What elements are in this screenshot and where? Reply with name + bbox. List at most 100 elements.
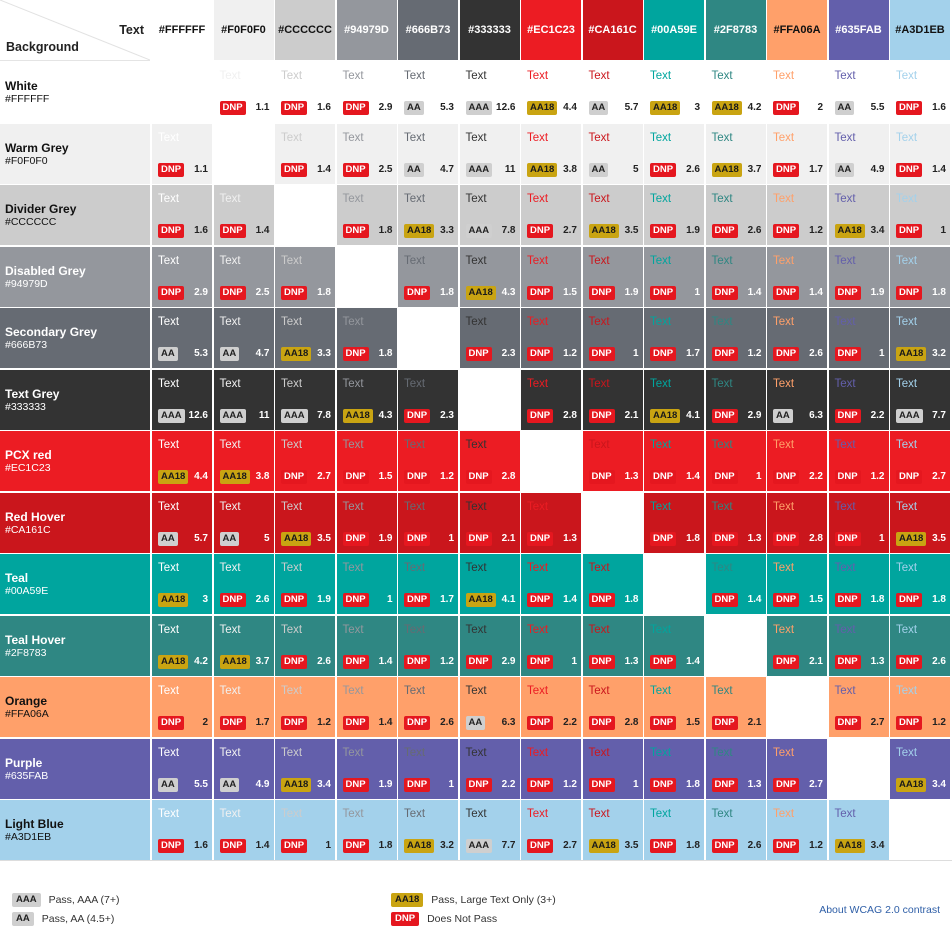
rating-badge: AA18 <box>219 470 250 484</box>
matrix-cell: Text AA18 3.4 <box>828 800 889 860</box>
rating-badge: DNP <box>281 285 308 300</box>
matrix-cell: Text DNP 1.8 <box>336 800 397 860</box>
rating-badge: DNP <box>650 470 677 484</box>
rating-badge: DNP <box>527 716 554 730</box>
sample-text: Text <box>219 254 241 267</box>
rating-badge: DNP <box>896 285 923 300</box>
contrast-ratio: 4.4 <box>194 471 208 482</box>
matrix-cell: Text DNP 2.5 <box>336 123 397 184</box>
sample-text: Text <box>465 808 487 820</box>
contrast-ratio: 2.9 <box>194 286 208 298</box>
contrast-ratio: 2.1 <box>809 655 823 667</box>
matrix-cell: Text DNP 1.2 <box>275 677 335 737</box>
matrix-cell: Text DNP 2.2 <box>767 431 827 491</box>
rating-badge: AA18 <box>281 531 312 546</box>
matrix-cell-empty <box>828 738 889 799</box>
contrast-ratio: 1.4 <box>747 594 762 605</box>
contrast-ratio: 3.4 <box>870 840 885 851</box>
contrast-ratio: 1.3 <box>624 471 639 482</box>
legend-item-dnp: DNP Does Not Pass <box>391 912 497 926</box>
sample-text: Text <box>650 746 672 759</box>
contrast-ratio: 11 <box>504 163 516 175</box>
contrast-ratio: 1.2 <box>932 717 946 728</box>
sample-text: Text <box>219 439 241 451</box>
matrix-cell: Text DNP 1.6 <box>890 62 950 122</box>
rating-badge: DNP <box>834 347 861 361</box>
matrix-cell: Text AA18 3.2 <box>890 308 950 368</box>
rating-badge: AA18 <box>711 162 742 177</box>
sample-text: Text <box>896 70 918 82</box>
rating-badge: DNP <box>404 285 431 300</box>
sample-text: Text <box>465 500 487 513</box>
row-header-light-blue: Light Blue #A3D1EB <box>0 800 150 860</box>
contrast-ratio: 2.7 <box>563 840 577 851</box>
row-color-hex: #94979D <box>5 277 48 290</box>
row-color-hex: #A3D1EB <box>5 831 52 843</box>
sample-text: Text <box>650 439 672 451</box>
matrix-cell: Text AA18 3.3 <box>275 308 335 368</box>
contrast-ratio: 1.9 <box>870 286 885 298</box>
sample-text: Text <box>281 685 303 697</box>
matrix-cell: Text DNP 1.8 <box>275 246 335 307</box>
matrix-cell: Text DNP 2.9 <box>336 62 397 122</box>
matrix-cell: Text DNP 1 <box>398 492 458 553</box>
rating-badge: DNP <box>465 654 492 669</box>
contrast-ratio: 2.8 <box>809 532 823 544</box>
matrix-cell: Text DNP 1.5 <box>767 554 827 614</box>
row-header-white: White #FFFFFF <box>0 62 150 122</box>
row-color-name: Teal Hover <box>5 632 66 647</box>
matrix-cell-empty <box>890 800 950 860</box>
rating-badge: AA18 <box>896 777 927 792</box>
sample-text: Text <box>219 500 241 513</box>
row-header-secondary-grey: Secondary Grey #666B73 <box>0 308 150 368</box>
sample-text: Text <box>404 623 426 636</box>
sample-text: Text <box>342 500 364 513</box>
about-wcag-link[interactable]: About WCAG 2.0 contrast <box>819 904 940 916</box>
rating-badge: DNP <box>773 162 800 177</box>
matrix-cell: Text DNP 1.4 <box>213 185 274 245</box>
contrast-ratio: 2.9 <box>378 102 393 113</box>
rating-badge: AA18 <box>588 839 619 853</box>
legend-badge-aa: AA <box>12 912 34 926</box>
matrix-cell: Text DNP 2.7 <box>521 185 581 245</box>
sample-text: Text <box>773 316 795 328</box>
contrast-ratio: 3.2 <box>440 840 454 851</box>
rating-badge: DNP <box>158 285 185 300</box>
contrast-ratio: 7.7 <box>932 409 946 421</box>
rating-badge: DNP <box>711 285 738 300</box>
contrast-ratio: 2.3 <box>440 409 454 421</box>
matrix-cell: Text AAA 11 <box>213 369 274 430</box>
sample-text: Text <box>527 685 549 697</box>
contrast-ratio: 3.5 <box>932 532 946 544</box>
contrast-ratio: 4.9 <box>870 163 885 175</box>
contrast-ratio: 1.4 <box>809 286 823 298</box>
row-color-name: Orange <box>5 694 48 708</box>
matrix-cell: Text DNP 1.7 <box>213 677 274 737</box>
rating-badge: AAA <box>465 162 493 177</box>
matrix-cell: Text DNP 1.4 <box>336 615 397 676</box>
matrix-cell: Text DNP 2.7 <box>521 800 581 860</box>
rating-badge: DNP <box>342 101 369 115</box>
contrast-ratio: 1.7 <box>440 594 454 605</box>
matrix-cell: Text DNP 2.7 <box>828 677 889 737</box>
contrast-ratio: 2.6 <box>440 717 454 728</box>
rating-badge: AA <box>834 162 855 177</box>
matrix-cell: Text AA18 3.5 <box>275 492 335 553</box>
rating-badge: DNP <box>711 531 738 546</box>
matrix-cell: Text AA18 3.5 <box>582 800 643 860</box>
matrix-cell: Text AA 4.7 <box>398 123 458 184</box>
matrix-cell: Text AA18 3.7 <box>705 123 766 184</box>
row-color-hex: #333333 <box>5 400 46 413</box>
sample-text: Text <box>834 70 856 82</box>
sample-text: Text <box>281 562 303 574</box>
row-header-divider-grey: Divider Grey #CCCCCC <box>0 185 150 245</box>
matrix-cell: Text DNP 2.1 <box>459 492 520 553</box>
column-header-teal: #00A59E <box>644 0 704 60</box>
contrast-ratio: 5.7 <box>194 532 208 544</box>
contrast-ratio: 2.6 <box>686 163 700 175</box>
sample-text: Text <box>465 254 487 267</box>
sample-text: Text <box>773 254 795 267</box>
contrast-ratio: 1.8 <box>870 594 885 605</box>
sample-text: Text <box>527 316 549 328</box>
rating-badge: DNP <box>219 285 246 300</box>
